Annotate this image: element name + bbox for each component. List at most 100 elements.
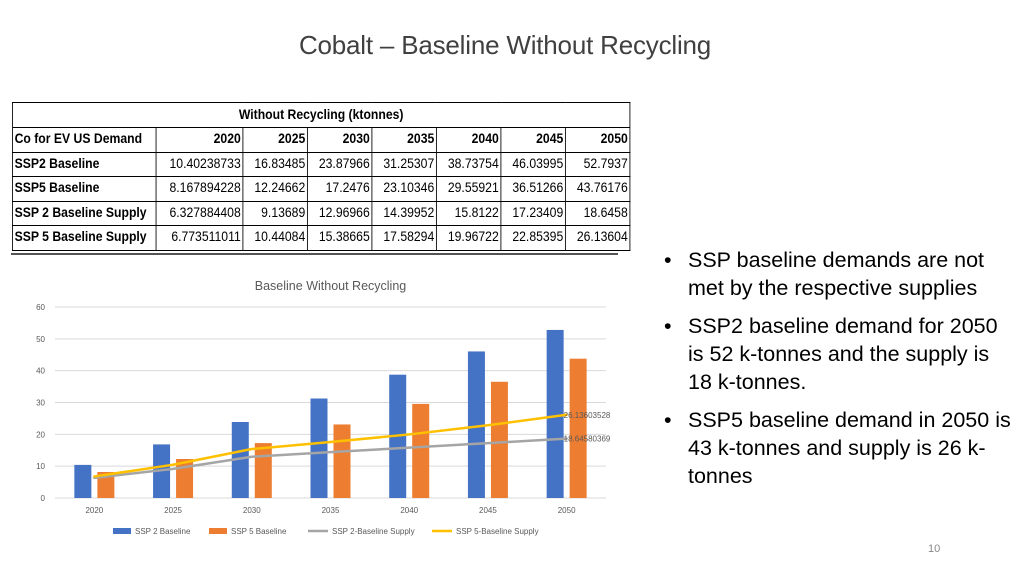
- y-tick-label: 10: [36, 462, 45, 471]
- chart-lines: [93, 413, 568, 480]
- y-tick-label: 0: [41, 494, 46, 503]
- table-cell: 19.96722: [435, 225, 502, 251]
- chart: Baseline Without Recycling01020304050602…: [36, 279, 611, 536]
- legend-label: SSP 2 Baseline: [135, 527, 191, 536]
- table-cell: 12.96966: [306, 200, 373, 226]
- table-cell: 6.327884408: [155, 200, 244, 226]
- row-label: SSP 2 Baseline Supply: [12, 200, 157, 226]
- bullet-item: • SSP5 baseline demand in 2050 is 43 k-t…: [662, 406, 1017, 490]
- table-cell: 9.13689: [242, 200, 308, 226]
- year-header: 2020: [155, 127, 244, 153]
- table-cell: 46.03995: [500, 151, 566, 177]
- y-tick-label: 20: [36, 430, 45, 439]
- legend-swatch: [209, 528, 227, 534]
- data-table: Without Recycling (ktonnes) Co for EV US…: [12, 102, 631, 251]
- x-tick-label: 2025: [164, 506, 182, 515]
- legend-label: SSP 5-Baseline Supply: [456, 527, 539, 536]
- slide-title: Cobalt – Baseline Without Recycling: [298, 30, 712, 60]
- bullet-symbol: •: [664, 248, 672, 272]
- row-label: SSP2 Baseline: [12, 151, 157, 177]
- bullet-symbol: •: [664, 408, 672, 432]
- chart-title: Baseline Without Recycling: [255, 279, 407, 293]
- bar: [569, 358, 587, 498]
- table-cell: 6.773511011: [155, 225, 244, 251]
- bullet-symbol: •: [664, 314, 672, 338]
- data-label: 26.13603528: [564, 411, 611, 420]
- table-cell: 8.167894228: [155, 176, 244, 202]
- legend-swatch: [113, 528, 131, 534]
- bar: [546, 329, 564, 498]
- bullet-text: SSP2 baseline demand for 2050 is 52 k-to…: [688, 314, 998, 394]
- table-row: SSP 5 Baseline Supply 6.773511011 10.440…: [12, 225, 631, 251]
- bar: [310, 398, 328, 498]
- table-cell: 10.44084: [242, 225, 308, 251]
- bullet-item: • SSP2 baseline demand for 2050 is 52 k-…: [662, 312, 1017, 396]
- table-cell: 15.8122: [435, 200, 502, 226]
- bullet-list: • SSP baseline demands are not met by th…: [662, 246, 1017, 500]
- bullet-text: SSP5 baseline demand in 2050 is 43 k-ton…: [688, 408, 1011, 488]
- year-header: 2030: [306, 127, 373, 153]
- table-cell: 10.40238733: [155, 151, 244, 177]
- year-header: 2025: [242, 127, 308, 153]
- x-tick-label: 2045: [479, 506, 497, 515]
- bar: [231, 421, 249, 498]
- year-header: 2045: [500, 127, 566, 153]
- table-caption: Without Recycling (ktonnes): [12, 102, 631, 128]
- x-tick-label: 2020: [85, 506, 103, 515]
- table-cell: 31.25307: [371, 151, 437, 177]
- bar: [97, 471, 115, 498]
- table-cell: 43.76176: [564, 176, 631, 202]
- x-tick-label: 2030: [243, 506, 261, 515]
- year-header: 2035: [371, 127, 437, 153]
- table-row: SSP 2 Baseline Supply 6.327884408 9.1368…: [12, 200, 631, 226]
- x-tick-label: 2035: [322, 506, 340, 515]
- table-cell: 36.51266: [500, 176, 566, 202]
- series-line: [93, 413, 568, 478]
- bar: [412, 403, 430, 498]
- table-cell: 15.38665: [306, 225, 373, 251]
- table-cell: 23.10346: [371, 176, 437, 202]
- table-cell: 17.23409: [500, 200, 566, 226]
- table-cell: 16.83485: [242, 151, 308, 177]
- table-cell: 52.7937: [564, 151, 631, 177]
- table-cell: 18.6458: [564, 200, 631, 226]
- table-cell: 17.58294: [371, 225, 437, 251]
- bullet-item: • SSP baseline demands are not met by th…: [662, 246, 1017, 302]
- row-label: SSP5 Baseline: [12, 176, 157, 202]
- x-tick-label: 2040: [400, 506, 418, 515]
- table-shadow: [11, 253, 618, 255]
- table-cell: 12.24662: [242, 176, 308, 202]
- table-row: SSP2 Baseline 10.40238733 16.83485 23.87…: [12, 151, 631, 177]
- x-tick-label: 2050: [558, 506, 576, 515]
- legend-label: SSP 2-Baseline Supply: [332, 527, 415, 536]
- table-header-row: Co for EV US Demand 2020 2025 2030 2035 …: [12, 127, 631, 153]
- table-row: SSP5 Baseline 8.167894228 12.24662 17.24…: [12, 176, 631, 202]
- y-tick-label: 50: [36, 335, 45, 344]
- table-header-label: Co for EV US Demand: [12, 127, 157, 153]
- bar: [490, 381, 508, 498]
- bar: [254, 443, 272, 498]
- chart-labels: Baseline Without Recycling01020304050602…: [36, 279, 611, 515]
- bar: [74, 464, 92, 498]
- y-tick-label: 40: [36, 367, 45, 376]
- data-label: 18.64580369: [564, 435, 611, 444]
- row-label: SSP 5 Baseline Supply: [12, 225, 157, 251]
- chart-legend: SSP 2 Baseline SSP 5 Baseline SSP 2-Baseli…: [113, 527, 539, 536]
- year-header: 2040: [435, 127, 502, 153]
- chart-bars: [74, 329, 587, 498]
- bar: [467, 351, 485, 498]
- table-caption-row: Without Recycling (ktonnes): [12, 102, 631, 128]
- y-tick-label: 30: [36, 399, 45, 408]
- series-line: [93, 437, 568, 480]
- table-cell: 22.85395: [500, 225, 566, 251]
- page-number: 10: [928, 543, 941, 555]
- y-tick-label: 60: [36, 303, 45, 312]
- table-cell: 26.13604: [564, 225, 631, 251]
- table-cell: 17.2476: [306, 176, 373, 202]
- chart-gridlines: [55, 306, 606, 499]
- table-cell: 29.55921: [435, 176, 502, 202]
- table-cell: 14.39952: [371, 200, 437, 226]
- table-cell: 23.87966: [306, 151, 373, 177]
- table-cell: 38.73754: [435, 151, 502, 177]
- year-header: 2050: [564, 127, 631, 153]
